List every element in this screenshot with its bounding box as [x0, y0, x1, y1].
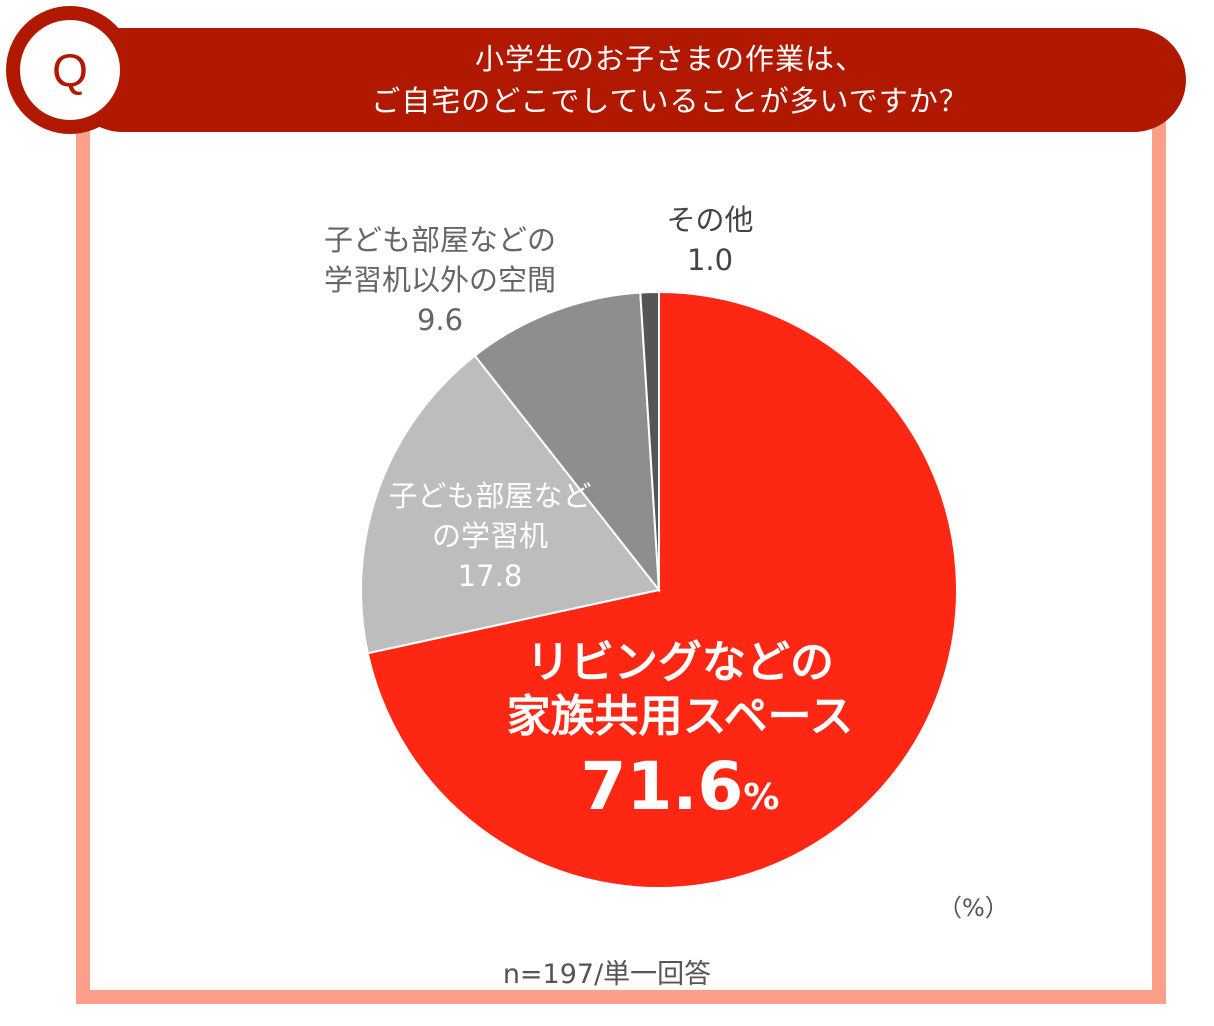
slice-label-living-line1: リビングなどの [526, 637, 834, 688]
slice-value-living-number: 71.6 [580, 748, 744, 825]
slice-label-desk-line1: 子ども部屋など [388, 479, 592, 513]
slice-value-other: 1.0 [686, 243, 734, 277]
unit-note: （%） [938, 894, 1009, 922]
question-title-line2: ご自宅のどこでしていることが多いですか？ [371, 84, 969, 118]
slice-value-living-unit: % [743, 777, 780, 818]
slice-label-room-other-line2: 学習机以外の空間 [323, 263, 556, 297]
slice-label-other-line1: その他 [666, 203, 754, 237]
slice-label-living: リビングなどの 家族共用スペース 71.6% [470, 636, 890, 841]
slice-label-living-line2: 家族共用スペース [506, 691, 854, 742]
pie-slice-living [366, 290, 958, 889]
pie-slice-desk [360, 354, 661, 655]
pie-slice-room-other [473, 291, 661, 594]
question-title: 小学生のお子さまの作業は、 ご自宅のどこでしていることが多いですか？ [210, 38, 1130, 122]
slice-label-other: その他 1.0 [650, 200, 770, 280]
q-letter: Q [52, 44, 88, 96]
slice-value-room-other: 9.6 [416, 303, 464, 337]
slice-label-room-other: 子ども部屋などの 学習机以外の空間 9.6 [300, 220, 580, 340]
question-banner [70, 28, 1186, 132]
sample-note: n=197/単一回答 [502, 959, 712, 990]
slice-value-desk: 17.8 [457, 559, 523, 593]
slice-label-desk-line2: の学習机 [431, 519, 548, 553]
question-title-line1: 小学生のお子さまの作業は、 [474, 42, 865, 76]
pie-slice-other [639, 290, 660, 591]
slice-label-desk: 子ども部屋など の学習机 17.8 [370, 476, 610, 596]
slice-value-living: 71.6% [470, 744, 890, 841]
slice-label-room-other-line1: 子ども部屋などの [323, 223, 556, 257]
